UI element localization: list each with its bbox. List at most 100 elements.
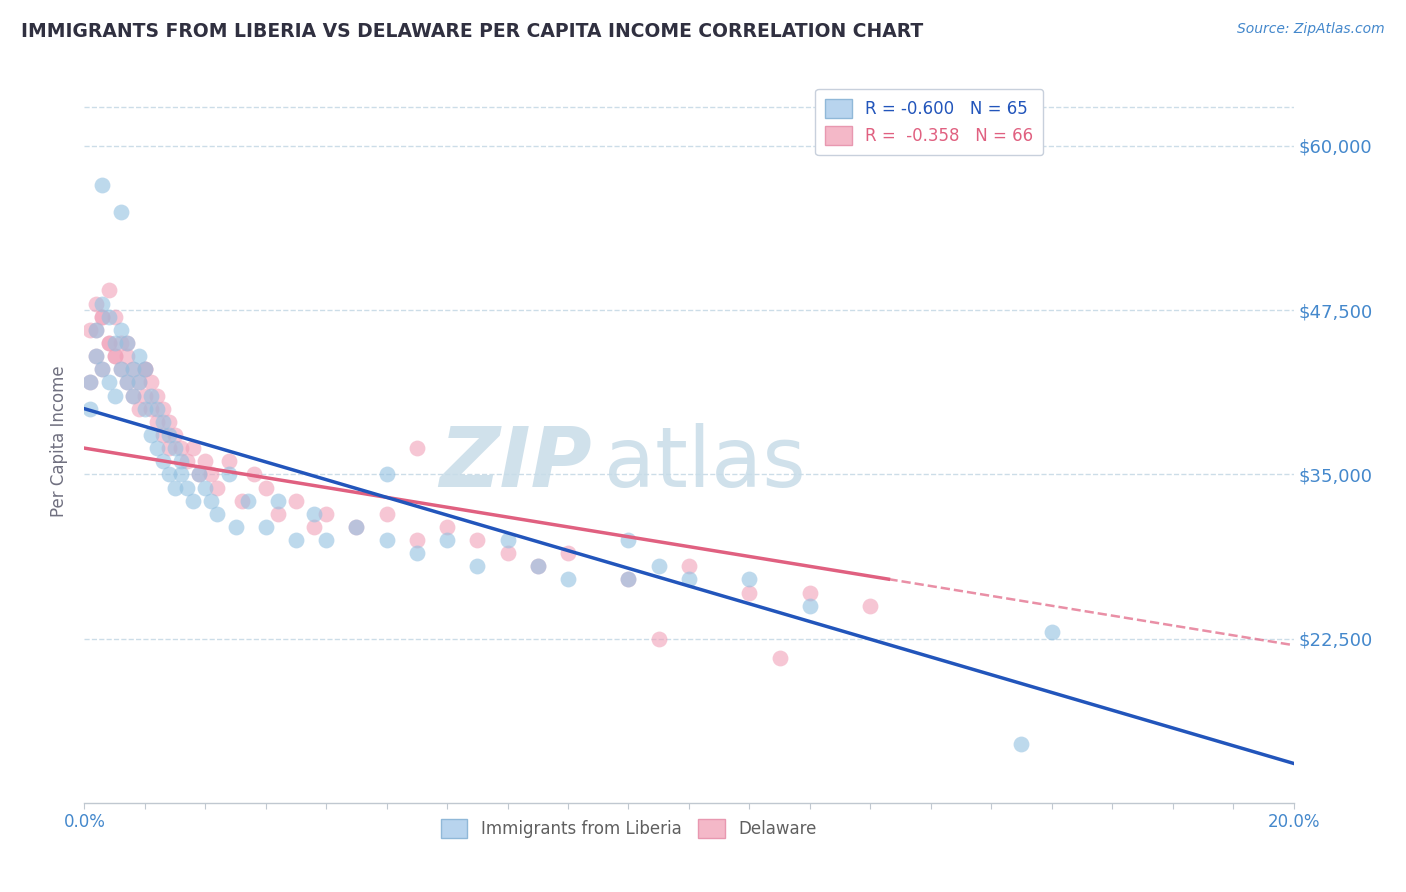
Point bbox=[254, 520, 277, 534]
Point bbox=[678, 573, 700, 587]
Point bbox=[146, 401, 169, 416]
Point bbox=[527, 559, 550, 574]
Point bbox=[121, 362, 143, 376]
Point bbox=[267, 507, 290, 521]
Point bbox=[134, 401, 156, 416]
Text: ZIP: ZIP bbox=[440, 423, 592, 504]
Point bbox=[1011, 737, 1033, 751]
Point bbox=[128, 376, 150, 390]
Point bbox=[97, 284, 120, 298]
Point bbox=[139, 376, 162, 390]
Point bbox=[267, 493, 290, 508]
Point bbox=[115, 349, 138, 363]
Point bbox=[115, 376, 138, 390]
Point bbox=[86, 349, 108, 363]
Point bbox=[121, 388, 143, 402]
Point bbox=[254, 481, 277, 495]
Point bbox=[225, 520, 247, 534]
Point bbox=[181, 441, 204, 455]
Point bbox=[231, 493, 253, 508]
Point bbox=[104, 388, 127, 402]
Point bbox=[165, 428, 187, 442]
Point bbox=[648, 632, 671, 646]
Point bbox=[110, 362, 132, 376]
Point bbox=[91, 178, 114, 193]
Point bbox=[194, 481, 217, 495]
Point bbox=[139, 388, 162, 402]
Point bbox=[165, 441, 187, 455]
Point bbox=[86, 349, 108, 363]
Point bbox=[157, 428, 180, 442]
Point bbox=[115, 336, 138, 351]
Point bbox=[128, 401, 150, 416]
Point bbox=[738, 573, 761, 587]
Point bbox=[799, 599, 821, 613]
Point bbox=[769, 651, 792, 665]
Point bbox=[207, 481, 229, 495]
Point bbox=[200, 493, 222, 508]
Point bbox=[346, 520, 368, 534]
Point bbox=[617, 573, 640, 587]
Point bbox=[110, 336, 132, 351]
Point bbox=[104, 349, 127, 363]
Point bbox=[79, 376, 101, 390]
Point bbox=[285, 533, 308, 547]
Point bbox=[97, 336, 120, 351]
Point bbox=[115, 376, 138, 390]
Point bbox=[134, 362, 156, 376]
Point bbox=[302, 520, 325, 534]
Point bbox=[207, 507, 229, 521]
Point bbox=[110, 323, 132, 337]
Text: Source: ZipAtlas.com: Source: ZipAtlas.com bbox=[1237, 22, 1385, 37]
Point bbox=[176, 454, 198, 468]
Point bbox=[86, 296, 108, 310]
Point bbox=[467, 559, 489, 574]
Point bbox=[170, 467, 193, 482]
Point bbox=[496, 546, 519, 560]
Point bbox=[285, 493, 308, 508]
Point bbox=[557, 546, 579, 560]
Point bbox=[859, 599, 882, 613]
Point bbox=[738, 585, 761, 599]
Point bbox=[236, 493, 259, 508]
Point bbox=[406, 441, 429, 455]
Point bbox=[799, 585, 821, 599]
Point bbox=[139, 401, 162, 416]
Point bbox=[134, 362, 156, 376]
Point bbox=[152, 428, 174, 442]
Point bbox=[218, 454, 240, 468]
Text: IMMIGRANTS FROM LIBERIA VS DELAWARE PER CAPITA INCOME CORRELATION CHART: IMMIGRANTS FROM LIBERIA VS DELAWARE PER … bbox=[21, 22, 924, 41]
Point bbox=[91, 362, 114, 376]
Point bbox=[86, 323, 108, 337]
Point bbox=[121, 362, 143, 376]
Point bbox=[375, 533, 398, 547]
Legend: Immigrants from Liberia, Delaware: Immigrants from Liberia, Delaware bbox=[434, 813, 823, 845]
Point bbox=[375, 507, 398, 521]
Point bbox=[617, 573, 640, 587]
Point bbox=[104, 349, 127, 363]
Point bbox=[121, 388, 143, 402]
Point bbox=[302, 507, 325, 521]
Point bbox=[557, 573, 579, 587]
Point bbox=[406, 546, 429, 560]
Point bbox=[242, 467, 264, 482]
Point bbox=[157, 467, 180, 482]
Point bbox=[1040, 625, 1063, 640]
Point bbox=[91, 310, 114, 324]
Point bbox=[157, 415, 180, 429]
Point bbox=[110, 362, 132, 376]
Point bbox=[218, 467, 240, 482]
Point bbox=[134, 362, 156, 376]
Point bbox=[157, 441, 180, 455]
Point bbox=[165, 481, 187, 495]
Point bbox=[188, 467, 211, 482]
Point bbox=[97, 376, 120, 390]
Point bbox=[467, 533, 489, 547]
Point bbox=[188, 467, 211, 482]
Point bbox=[617, 533, 640, 547]
Point bbox=[139, 428, 162, 442]
Point bbox=[104, 336, 127, 351]
Point bbox=[104, 310, 127, 324]
Point bbox=[176, 481, 198, 495]
Point bbox=[200, 467, 222, 482]
